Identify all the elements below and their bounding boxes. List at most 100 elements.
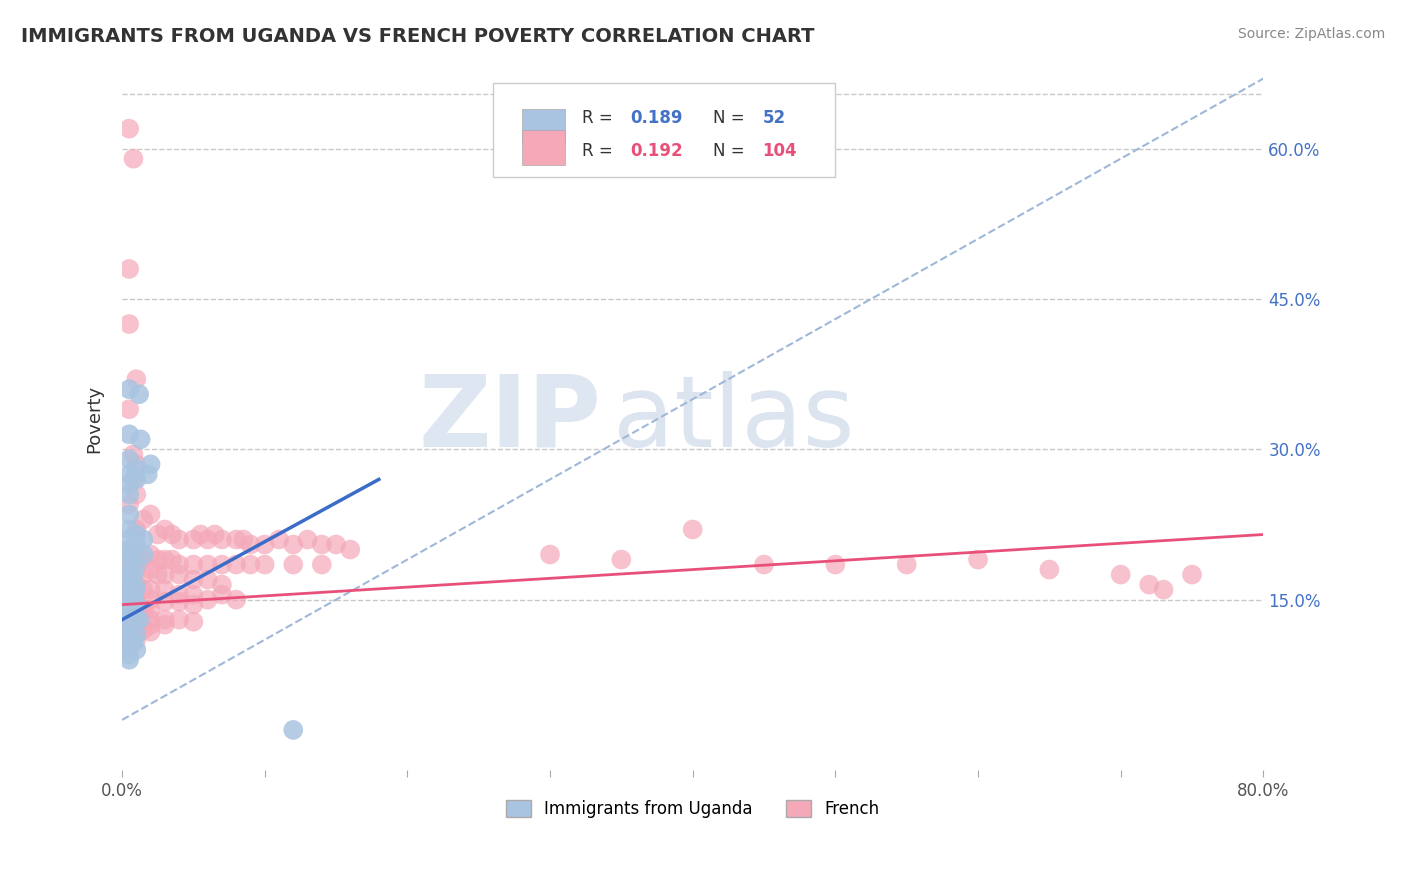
Point bbox=[122, 591, 145, 605]
Point bbox=[153, 552, 176, 566]
Point bbox=[682, 523, 704, 537]
Point bbox=[211, 577, 233, 591]
Point bbox=[118, 607, 141, 622]
Point bbox=[125, 372, 148, 386]
Point bbox=[160, 527, 183, 541]
Point bbox=[118, 121, 141, 136]
Point bbox=[183, 558, 205, 572]
Point bbox=[118, 533, 141, 547]
Point bbox=[283, 558, 305, 572]
Point bbox=[125, 628, 148, 642]
Point bbox=[824, 558, 846, 572]
Point bbox=[118, 427, 141, 442]
Point bbox=[153, 582, 176, 597]
Point bbox=[752, 558, 775, 572]
Point bbox=[311, 537, 333, 551]
Point bbox=[118, 592, 141, 607]
Point bbox=[125, 577, 148, 591]
Text: 0.189: 0.189 bbox=[630, 109, 682, 128]
Point bbox=[1137, 577, 1160, 591]
Point bbox=[125, 642, 148, 657]
Point bbox=[167, 567, 190, 582]
Point bbox=[132, 605, 155, 619]
Point bbox=[125, 628, 148, 642]
Point bbox=[132, 623, 155, 637]
Point bbox=[118, 638, 141, 652]
Point bbox=[118, 628, 141, 642]
Point bbox=[211, 588, 233, 602]
Point bbox=[283, 723, 305, 737]
Legend: Immigrants from Uganda, French: Immigrants from Uganda, French bbox=[499, 793, 886, 825]
Text: N =: N = bbox=[713, 109, 751, 128]
Point bbox=[125, 472, 148, 486]
Point bbox=[118, 487, 141, 501]
Text: ZIP: ZIP bbox=[419, 371, 602, 467]
Point bbox=[122, 152, 145, 166]
Point bbox=[118, 602, 141, 616]
Point bbox=[129, 432, 152, 446]
Point bbox=[122, 605, 145, 619]
Point bbox=[190, 527, 212, 541]
Text: R =: R = bbox=[582, 109, 619, 128]
Point bbox=[311, 558, 333, 572]
Point bbox=[118, 581, 141, 595]
Point bbox=[118, 508, 141, 522]
Point bbox=[183, 588, 205, 602]
Point bbox=[153, 523, 176, 537]
Point bbox=[153, 594, 176, 608]
Point bbox=[139, 582, 162, 597]
Point bbox=[118, 587, 141, 601]
Point bbox=[125, 581, 148, 595]
Point bbox=[118, 467, 141, 482]
Point bbox=[118, 613, 141, 627]
Point bbox=[197, 533, 219, 547]
Point bbox=[118, 642, 141, 657]
Point bbox=[118, 498, 141, 512]
FancyBboxPatch shape bbox=[494, 83, 835, 178]
Point bbox=[118, 653, 141, 667]
Point bbox=[1181, 567, 1204, 582]
Point bbox=[122, 634, 145, 648]
Point bbox=[125, 548, 148, 562]
Point bbox=[139, 592, 162, 607]
Point bbox=[132, 548, 155, 562]
Text: Source: ZipAtlas.com: Source: ZipAtlas.com bbox=[1237, 27, 1385, 41]
Point bbox=[1153, 582, 1175, 597]
Point bbox=[146, 567, 169, 582]
Point bbox=[211, 533, 233, 547]
Point bbox=[339, 542, 361, 557]
Point bbox=[253, 558, 276, 572]
Point bbox=[132, 567, 155, 582]
Point bbox=[167, 594, 190, 608]
Point bbox=[118, 607, 141, 622]
Point bbox=[167, 558, 190, 572]
Point bbox=[125, 615, 148, 629]
Point bbox=[136, 467, 159, 482]
Point bbox=[139, 624, 162, 639]
Point bbox=[283, 537, 305, 551]
Point bbox=[132, 552, 155, 566]
Point bbox=[153, 567, 176, 582]
Text: 0.192: 0.192 bbox=[630, 142, 682, 161]
Point bbox=[197, 573, 219, 587]
Point bbox=[160, 552, 183, 566]
Point bbox=[125, 592, 148, 607]
Point bbox=[325, 537, 347, 551]
Point bbox=[118, 598, 141, 612]
Point bbox=[225, 533, 247, 547]
Point bbox=[118, 262, 141, 277]
Point bbox=[183, 615, 205, 629]
FancyBboxPatch shape bbox=[522, 130, 565, 165]
Point bbox=[118, 588, 141, 602]
Point bbox=[122, 447, 145, 461]
Point bbox=[118, 577, 141, 591]
Point bbox=[125, 523, 148, 537]
Point bbox=[297, 533, 319, 547]
Point bbox=[118, 648, 141, 662]
Point bbox=[204, 527, 226, 541]
Point bbox=[239, 558, 262, 572]
Point bbox=[267, 533, 290, 547]
Point bbox=[132, 582, 155, 597]
Point bbox=[118, 628, 141, 642]
Point bbox=[167, 533, 190, 547]
